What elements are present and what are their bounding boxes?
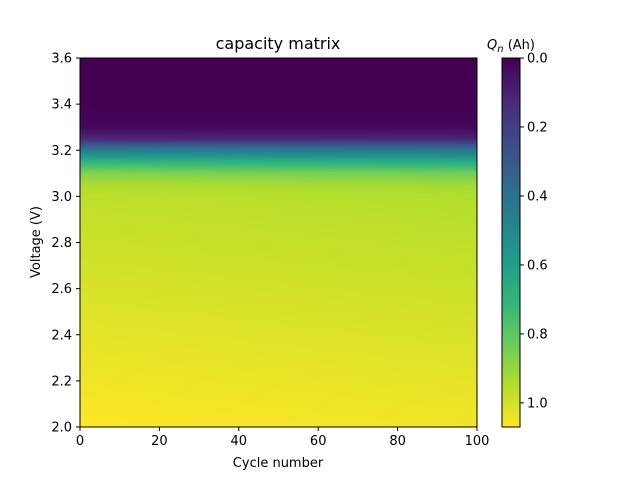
x-tick-label: 100 <box>465 434 490 449</box>
y-tick-label: 3.0 <box>51 190 72 205</box>
colorbar-label-unit: (Ah) <box>504 38 535 53</box>
heatmap-image <box>80 58 477 427</box>
y-tick-label: 2.6 <box>51 282 72 297</box>
y-tick-label: 2.0 <box>51 421 72 436</box>
y-tick-label: 2.2 <box>51 374 72 389</box>
x-tick-label: 60 <box>310 434 327 449</box>
colorbar-tick-label: 0.6 <box>527 258 548 273</box>
colorbar-label: Qn (Ah) <box>487 38 535 55</box>
colorbar-frame <box>501 57 521 428</box>
x-tick-label: 80 <box>389 434 406 449</box>
x-tick-label: 20 <box>151 434 168 449</box>
colorbar-label-symbol: Q <box>487 38 497 53</box>
y-axis-label: Voltage (V) <box>29 206 44 278</box>
y-tick-label: 3.4 <box>51 98 72 113</box>
x-tick-label: 0 <box>76 434 84 449</box>
x-tick-label: 40 <box>231 434 248 449</box>
y-axis-ticks: 2.0 2.2 2.4 2.6 2.8 3.0 3.2 3.4 3.6 <box>51 52 80 436</box>
y-tick-label: 2.8 <box>51 236 72 251</box>
colorbar-ticks: 0.0 0.2 0.4 0.6 0.8 1.0 <box>520 52 548 411</box>
colorbar-tick-label: 1.0 <box>527 396 548 411</box>
colorbar-tick-label: 0.0 <box>527 52 548 67</box>
chart-title: capacity matrix <box>216 34 341 53</box>
colorbar-tick-label: 0.8 <box>527 327 548 342</box>
y-tick-label: 3.6 <box>51 52 72 67</box>
x-axis-label: Cycle number <box>233 456 324 471</box>
colorbar-gradient <box>502 58 520 427</box>
y-tick-label: 2.4 <box>51 328 72 343</box>
colorbar-tick-label: 0.2 <box>527 120 548 135</box>
x-axis-ticks: 0 20 40 60 80 100 <box>76 427 490 449</box>
y-tick-label: 3.2 <box>51 144 72 159</box>
colorbar-tick-label: 0.4 <box>527 189 548 204</box>
colorbar-label-subscript: n <box>497 44 503 55</box>
